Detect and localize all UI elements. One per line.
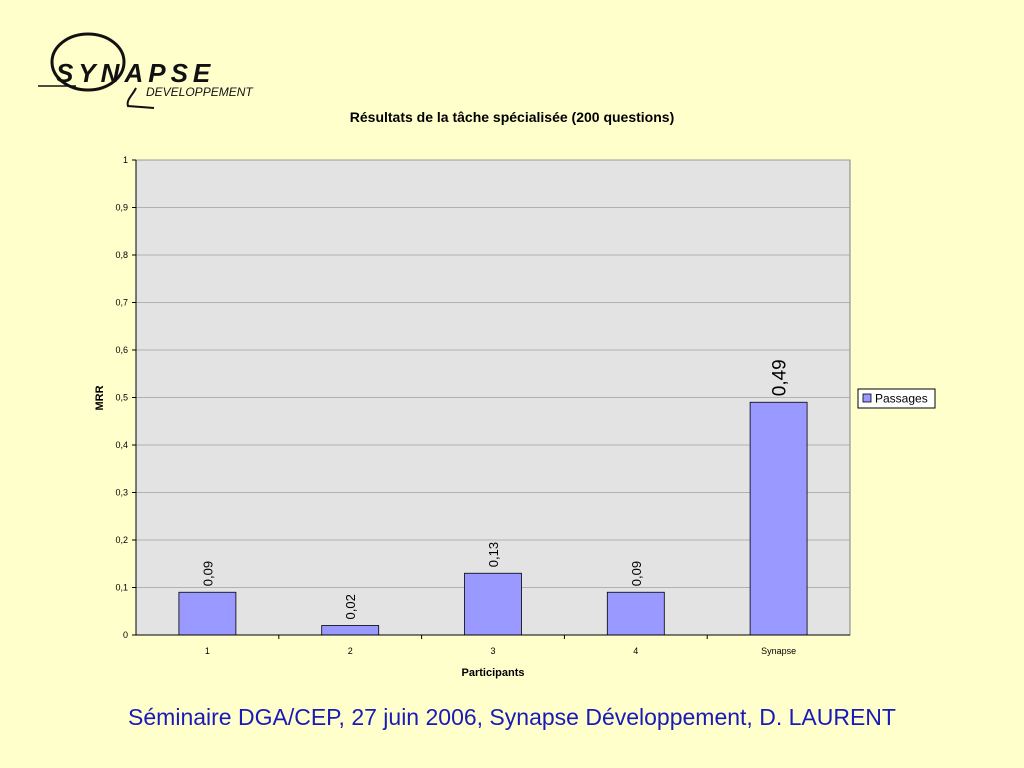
y-tick-label: 0,7 bbox=[115, 298, 128, 308]
x-tick-label: 1 bbox=[205, 646, 210, 656]
bar-chart: Résultats de la tâche spécialisée (200 q… bbox=[94, 109, 936, 679]
y-tick-label: 0,6 bbox=[115, 345, 128, 355]
bars: 0,09 0,02 0,13 0,09 0,49 bbox=[178, 359, 808, 636]
y-axis-ticks: 0 0,1 0,2 0,3 0,4 0,5 0,6 0,7 0,8 0,9 1 bbox=[115, 155, 136, 640]
x-tick-label: 3 bbox=[490, 646, 495, 656]
y-tick-label: 0,4 bbox=[115, 440, 128, 450]
y-tick-label: 0,5 bbox=[115, 393, 128, 403]
legend-box bbox=[857, 388, 936, 409]
bar bbox=[749, 401, 808, 636]
logo-line2: DEVELOPPEMENT bbox=[146, 85, 254, 99]
legend-swatch bbox=[862, 393, 872, 403]
x-tick-label: 2 bbox=[348, 646, 353, 656]
data-label: 0,13 bbox=[486, 542, 501, 567]
data-label: 0,49 bbox=[770, 359, 791, 396]
x-tick-label: 4 bbox=[633, 646, 638, 656]
y-tick-label: 0,8 bbox=[115, 250, 128, 260]
data-label: 0,02 bbox=[343, 594, 358, 619]
bar bbox=[464, 572, 522, 636]
synapse-logo: SYNAPSE DEVELOPPEMENT bbox=[38, 32, 254, 109]
bar bbox=[606, 591, 665, 636]
bar bbox=[321, 625, 380, 636]
y-tick-label: 0,9 bbox=[115, 203, 128, 213]
legend-label: Passages bbox=[875, 392, 928, 406]
x-axis-ticks: 1 2 3 4 Synapse bbox=[205, 635, 796, 656]
x-axis-label: Participants bbox=[462, 667, 525, 679]
y-tick-label: 0,2 bbox=[115, 535, 128, 545]
y-tick-label: 0,1 bbox=[115, 583, 128, 593]
y-tick-label: 1 bbox=[123, 155, 128, 165]
data-label: 0,09 bbox=[629, 561, 644, 586]
y-axis-label: MRR bbox=[94, 385, 106, 410]
x-tick-label: Synapse bbox=[761, 646, 796, 656]
logo-chin bbox=[126, 87, 155, 109]
chart-title: Résultats de la tâche spécialisée (200 q… bbox=[350, 109, 674, 125]
data-label: 0,09 bbox=[200, 561, 215, 586]
legend: Passages bbox=[857, 388, 936, 409]
bar bbox=[178, 591, 237, 636]
y-tick-label: 0 bbox=[123, 630, 128, 640]
logo-line1: SYNAPSE bbox=[56, 58, 215, 88]
logo-head-outline bbox=[50, 32, 126, 92]
y-tick-label: 0,3 bbox=[115, 488, 128, 498]
footer-caption: Séminaire DGA/CEP, 27 juin 2006, Synapse… bbox=[128, 704, 896, 730]
